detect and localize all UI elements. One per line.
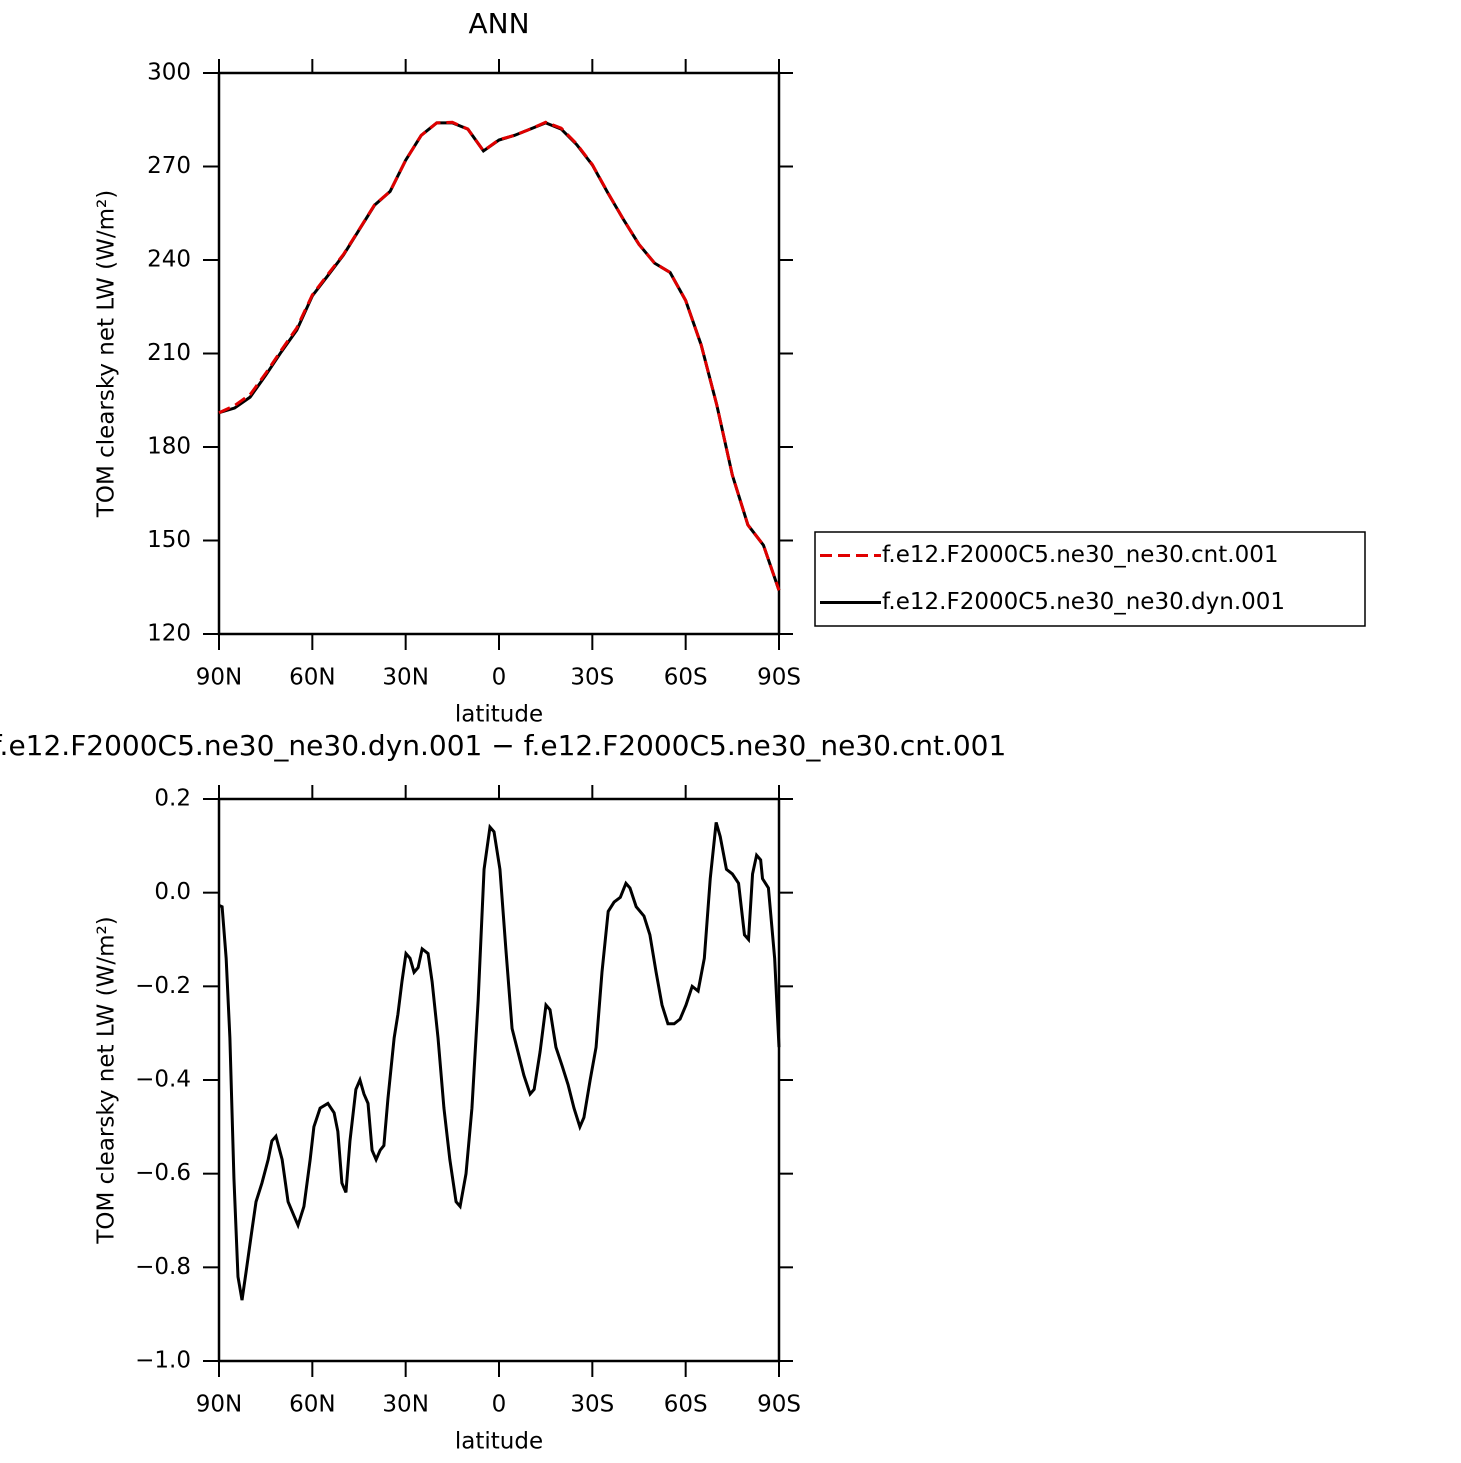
legend-box xyxy=(814,531,1366,627)
y-tick-label: 270 xyxy=(147,153,191,179)
y-tick-label: −1.0 xyxy=(135,1348,191,1374)
y-axis-label: TOM clearsky net LW (W/m²) xyxy=(94,916,120,1244)
y-axis-label: TOM clearsky net LW (W/m²) xyxy=(94,190,120,518)
x-tick-label: 30S xyxy=(570,665,614,691)
y-tick-label: −0.2 xyxy=(135,973,191,999)
y-tick-label: 0.0 xyxy=(154,879,191,905)
y-tick-label: 180 xyxy=(147,434,191,460)
plot-frame xyxy=(217,71,781,636)
y-tick-label: −0.6 xyxy=(135,1160,191,1186)
y-tick-label: −0.4 xyxy=(135,1067,191,1093)
x-tick-label: 30N xyxy=(382,665,428,691)
plot-frame xyxy=(217,797,781,1363)
x-tick-label: 30N xyxy=(382,1392,428,1418)
y-tick-label: 0.2 xyxy=(154,786,191,812)
data-line xyxy=(218,121,781,591)
x-axis-label: latitude xyxy=(455,1429,543,1455)
x-tick-label: 90S xyxy=(757,1392,801,1418)
x-tick-label: 60N xyxy=(289,1392,335,1418)
x-tick-label: 30S xyxy=(570,1392,614,1418)
x-tick-label: 60S xyxy=(664,665,708,691)
y-tick-label: 120 xyxy=(147,621,191,647)
legend-label: f.e12.F2000C5.ne30_ne30.dyn.001 xyxy=(882,589,1285,615)
y-tick-label: −0.8 xyxy=(135,1254,191,1280)
x-tick-label: 60N xyxy=(289,665,335,691)
legend-label: f.e12.F2000C5.ne30_ne30.cnt.001 xyxy=(882,542,1278,568)
x-tick-label: 90N xyxy=(196,665,242,691)
y-tick-label: 240 xyxy=(147,247,191,273)
x-tick-label: 0 xyxy=(492,665,507,691)
y-tick-label: 300 xyxy=(147,60,191,86)
data-line xyxy=(218,822,781,1301)
y-tick-label: 150 xyxy=(147,527,191,553)
chart-title: ANN xyxy=(468,7,529,40)
x-tick-label: 90N xyxy=(196,1392,242,1418)
chart-title: f.e12.F2000C5.ne30_ne30.dyn.001 − f.e12.… xyxy=(0,729,1006,762)
x-tick-label: 90S xyxy=(757,665,801,691)
y-tick-label: 210 xyxy=(147,340,191,366)
x-axis-label: latitude xyxy=(455,702,543,728)
x-tick-label: 60S xyxy=(664,1392,708,1418)
data-line xyxy=(218,120,781,591)
x-tick-label: 0 xyxy=(492,1392,507,1418)
